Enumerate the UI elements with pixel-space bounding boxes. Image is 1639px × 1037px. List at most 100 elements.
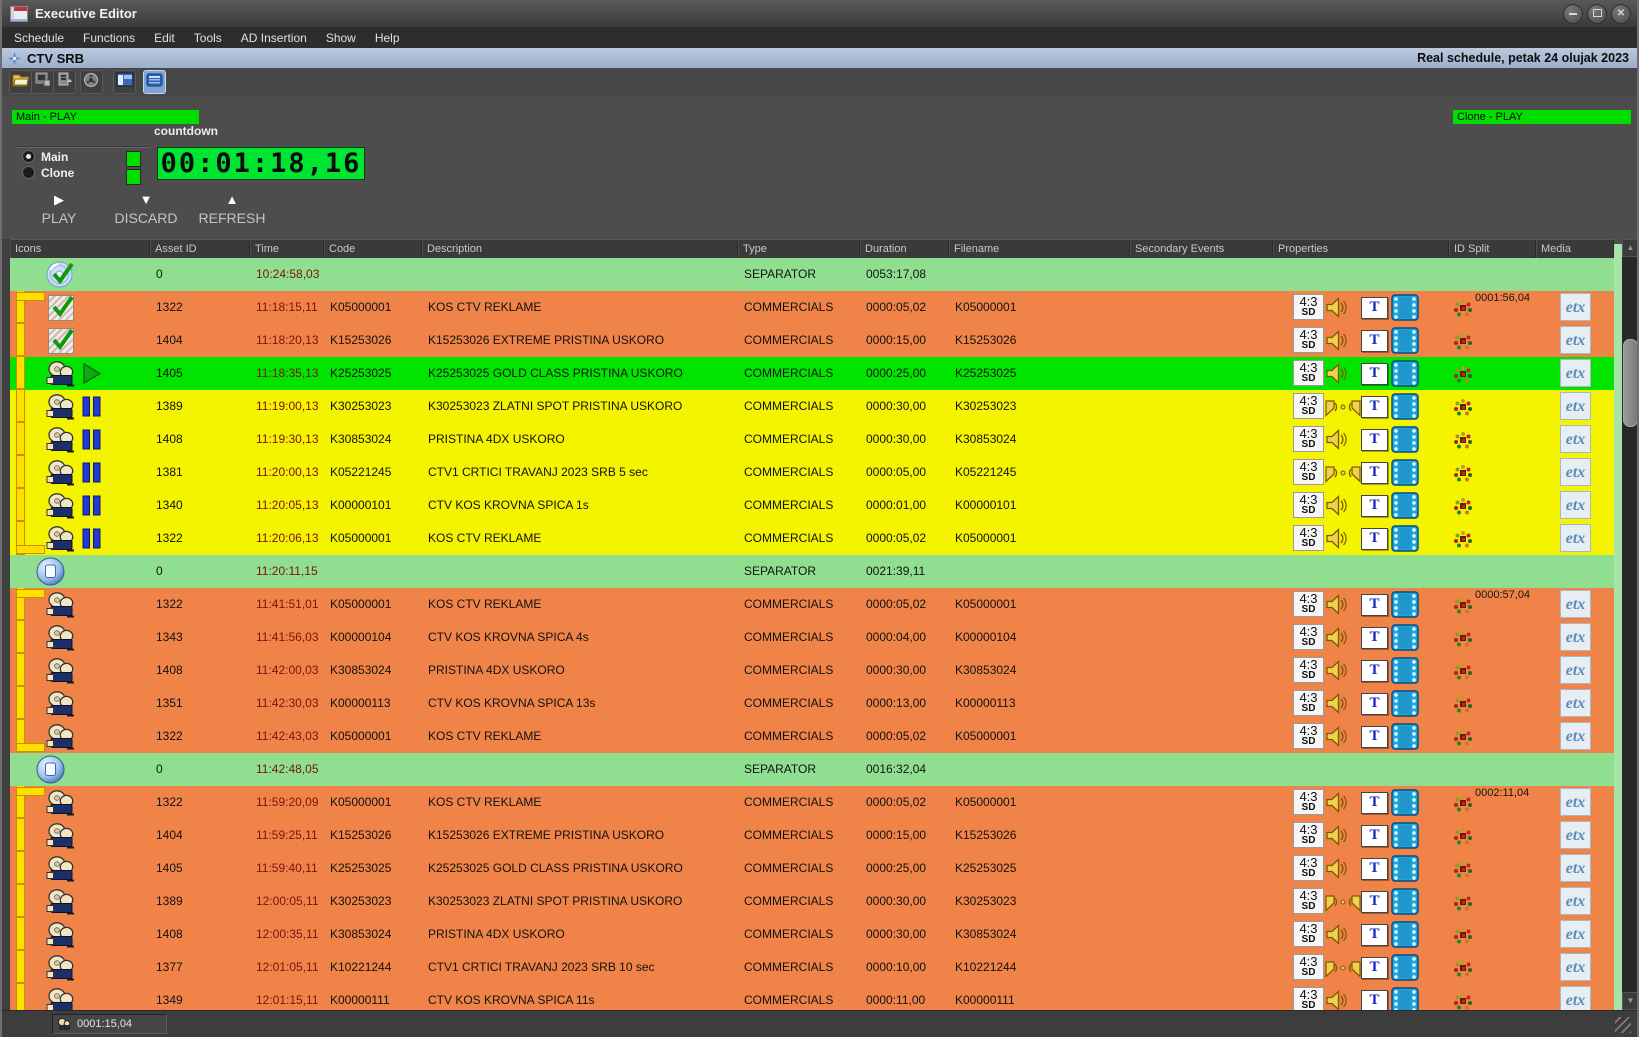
cell-asset: 1322 — [156, 729, 183, 743]
color-cluster-icon — [1453, 925, 1473, 958]
reel-settings-icon — [83, 72, 100, 93]
toolbar-button-open-folder-icon[interactable] — [9, 70, 32, 94]
schedule-row[interactable]: 1340 11:20:05,13 K00000101 CTV KOS KROVNA S… — [10, 489, 1614, 522]
column-header-type[interactable]: Type — [738, 240, 860, 258]
column-header-time[interactable]: Time — [250, 240, 324, 258]
schedule-row[interactable]: 1381 11:20:00,13 K05221245 CTV1 CRTICI TRAV… — [10, 456, 1614, 489]
column-header-duration[interactable]: Duration — [860, 240, 949, 258]
toolbar-button-schedule-view-icon[interactable] — [143, 70, 166, 94]
cell-sec — [1130, 885, 1273, 918]
menu-item-functions[interactable]: Functions — [83, 30, 136, 45]
schedule-row[interactable]: 1405 11:59:40,11 K25253025 K25253025 GOLD C… — [10, 852, 1614, 885]
toolbar-button-reel-settings-icon[interactable] — [80, 70, 103, 94]
cell-dur: 0000:05,00 — [866, 465, 927, 479]
cell-type: COMMERCIALS — [744, 333, 834, 347]
filmstrip-icon — [1391, 393, 1419, 433]
aspect-ratio-badge: 4:3 SD — [1293, 855, 1324, 881]
separator-row[interactable]: 0 11:20:11,15 SEPARATOR 0021:39,11 — [10, 555, 1614, 588]
discard-button[interactable]: ▼ DISCARD — [110, 192, 182, 226]
menu-item-edit[interactable]: Edit — [154, 30, 175, 45]
schedule-date-label: Real schedule, petak 24 olujak 2023 — [1417, 51, 1629, 65]
schedule-row[interactable]: 1377 12:01:05,11 K10221244 CTV1 CRTICI TRAV… — [10, 951, 1614, 984]
schedule-row[interactable]: 1343 11:41:56,03 K00000104 CTV KOS KROVNA S… — [10, 621, 1614, 654]
schedule-row[interactable]: 1404 11:59:25,11 K15253026 K15253026 EXTREM… — [10, 819, 1614, 852]
cell-iconzone — [10, 951, 150, 984]
cell-file: K05000001 — [955, 531, 1017, 545]
cell-type: COMMERCIALS — [744, 663, 834, 677]
column-header-description[interactable]: Description — [422, 240, 738, 258]
film-projector-icon — [46, 988, 76, 1010]
close-button[interactable]: ✕ — [1611, 3, 1631, 24]
group-bracket — [16, 423, 46, 456]
cell-type: COMMERCIALS — [744, 366, 834, 380]
menu-item-schedule[interactable]: Schedule — [14, 30, 65, 45]
group-bracket — [16, 654, 46, 687]
schedule-row[interactable]: 1404 11:18:20,13 K15253026 K15253026 EXTREM… — [10, 324, 1614, 357]
cell-ids — [1449, 819, 1536, 852]
cell-code: K05000001 — [330, 300, 392, 314]
menu-item-tools[interactable]: Tools — [193, 30, 222, 45]
vertical-scrollbar[interactable]: ▲ ▼ — [1622, 239, 1637, 1010]
cell-media: etx — [1536, 786, 1614, 819]
scroll-up-arrow[interactable]: ▲ — [1622, 239, 1637, 257]
dual-speaker-icon — [1325, 395, 1361, 431]
play-button[interactable]: ▶ PLAY — [23, 192, 95, 226]
separator-row[interactable]: 0 10:24:58,03 SEPARATOR 0053:17,08 — [10, 258, 1614, 291]
text-overlay-badge: T — [1361, 363, 1388, 385]
speaker-icon — [1325, 725, 1349, 761]
channel-sparkle-icon — [8, 51, 21, 65]
refresh-button[interactable]: ▲ REFRESH — [196, 192, 268, 226]
dual-speaker-icon — [1325, 890, 1361, 926]
schedule-row[interactable]: 1389 12:00:05,11 K30253023 K30253023 ZLATNI… — [10, 885, 1614, 918]
schedule-row[interactable]: 1322 11:42:43,03 K05000001 KOS CTV REKLAME C… — [10, 720, 1614, 753]
cell-props: 4:3 SD T — [1273, 423, 1449, 456]
scroll-down-arrow[interactable]: ▼ — [1622, 992, 1637, 1010]
filmstrip-icon — [1391, 327, 1419, 367]
cell-code: K00000111 — [330, 993, 390, 1007]
minimize-button[interactable] — [1563, 3, 1583, 24]
column-header-asset-id[interactable]: Asset ID — [150, 240, 250, 258]
column-header-secondary-events[interactable]: Secondary Events — [1130, 240, 1273, 258]
cell-time: 11:42:00,03 — [256, 663, 319, 677]
cell-time: 11:20:00,13 — [256, 465, 319, 479]
scrollbar-thumb[interactable] — [1623, 339, 1637, 427]
cell-iconzone — [10, 885, 150, 918]
column-header-properties[interactable]: Properties — [1273, 240, 1449, 258]
schedule-row[interactable]: 1408 12:00:35,11 K30853024 PRISTINA 4DX USK… — [10, 918, 1614, 951]
film-projector-icon — [46, 724, 76, 763]
column-header-id-split[interactable]: ID Split — [1449, 240, 1536, 258]
column-header-icons[interactable]: Icons — [10, 240, 150, 258]
separator-row[interactable]: 0 11:42:48,05 SEPARATOR 0016:32,04 — [10, 753, 1614, 786]
schedule-row[interactable]: 1389 11:19:00,13 K30253023 K30253023 ZLATNI… — [10, 390, 1614, 423]
group-bracket — [16, 390, 46, 423]
text-overlay-badge: T — [1361, 297, 1388, 319]
color-cluster-icon — [1453, 430, 1473, 463]
column-header-filename[interactable]: Filename — [949, 240, 1130, 258]
menu-item-help[interactable]: Help — [374, 30, 400, 45]
resize-grip[interactable] — [1615, 1017, 1631, 1033]
schedule-row[interactable]: 1408 11:42:00,03 K30853024 PRISTINA 4DX USK… — [10, 654, 1614, 687]
menu-item-ad-insertion[interactable]: AD Insertion — [240, 30, 307, 45]
schedule-row[interactable]: 1322 11:59:20,09 K05000001 KOS CTV REKLAME C… — [10, 786, 1614, 819]
main-radio[interactable] — [22, 150, 35, 163]
column-header-media[interactable]: Media — [1536, 240, 1614, 258]
cell-time: 11:59:25,11 — [256, 828, 318, 842]
schedule-row[interactable]: 1405 11:18:35,13 K25253025 K25253025 GOLD C… — [10, 357, 1614, 390]
menu-item-show[interactable]: Show — [325, 30, 356, 45]
schedule-row[interactable]: 1349 12:01:15,11 K00000111 CTV KOS KROVNA S… — [10, 984, 1614, 1010]
schedule-row[interactable]: 1322 11:41:51,01 K05000001 KOS CTV REKLAME C… — [10, 588, 1614, 621]
group-bracket — [16, 852, 46, 885]
toolbar-button-image-export-icon[interactable] — [31, 70, 54, 94]
clone-radio[interactable] — [22, 166, 35, 179]
schedule-row[interactable]: 1408 11:19:30,13 K30853024 PRISTINA 4DX USK… — [10, 423, 1614, 456]
toolbar-button-file-export-icon[interactable] — [53, 70, 76, 94]
column-header-code[interactable]: Code — [324, 240, 422, 258]
cell-iconzone — [10, 324, 150, 357]
schedule-row[interactable]: 1351 11:42:30,03 K00000113 CTV KOS KROVNA S… — [10, 687, 1614, 720]
cell-props: 4:3 SD T — [1273, 621, 1449, 654]
schedule-row[interactable]: 1322 11:18:15,11 K05000001 KOS CTV REKLAME C… — [10, 291, 1614, 324]
maximize-button[interactable] — [1587, 3, 1607, 24]
cell-time: 11:59:20,09 — [256, 795, 319, 809]
toolbar-button-layout-panels-icon[interactable] — [113, 70, 136, 94]
schedule-row[interactable]: 1322 11:20:06,13 K05000001 KOS CTV REKLAME C… — [10, 522, 1614, 555]
